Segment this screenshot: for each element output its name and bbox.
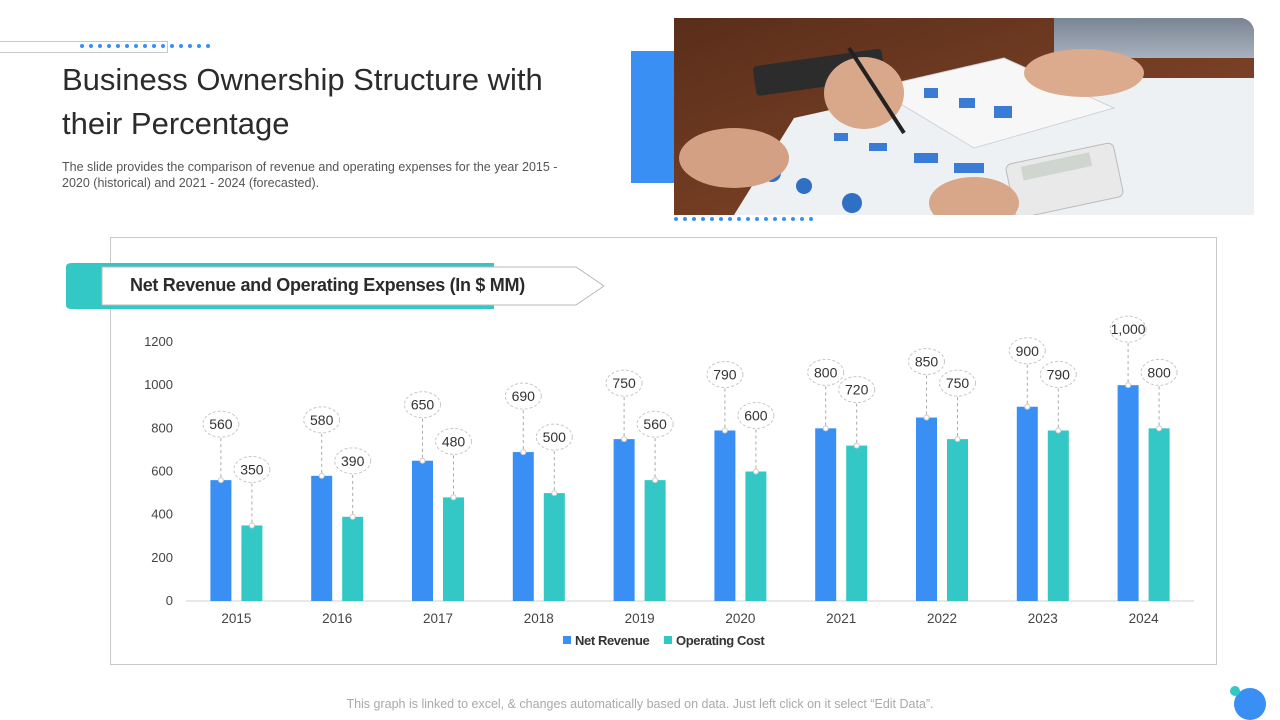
- page-subtitle: The slide provides the comparison of rev…: [62, 160, 558, 190]
- decor-dots-photo: [674, 217, 813, 221]
- accent-block: [631, 51, 675, 183]
- corner-dot: [1230, 686, 1240, 696]
- chart-title-banner: [64, 261, 609, 313]
- chart-title: Net Revenue and Operating Expenses (In $…: [130, 275, 525, 295]
- top-decor-line: [0, 41, 168, 53]
- page-title: Business Ownership Structure with their …: [62, 62, 543, 141]
- business-photo: [674, 18, 1254, 215]
- footer-note: This graph is linked to excel, & changes…: [346, 697, 934, 711]
- decor-dots-top: [80, 44, 210, 48]
